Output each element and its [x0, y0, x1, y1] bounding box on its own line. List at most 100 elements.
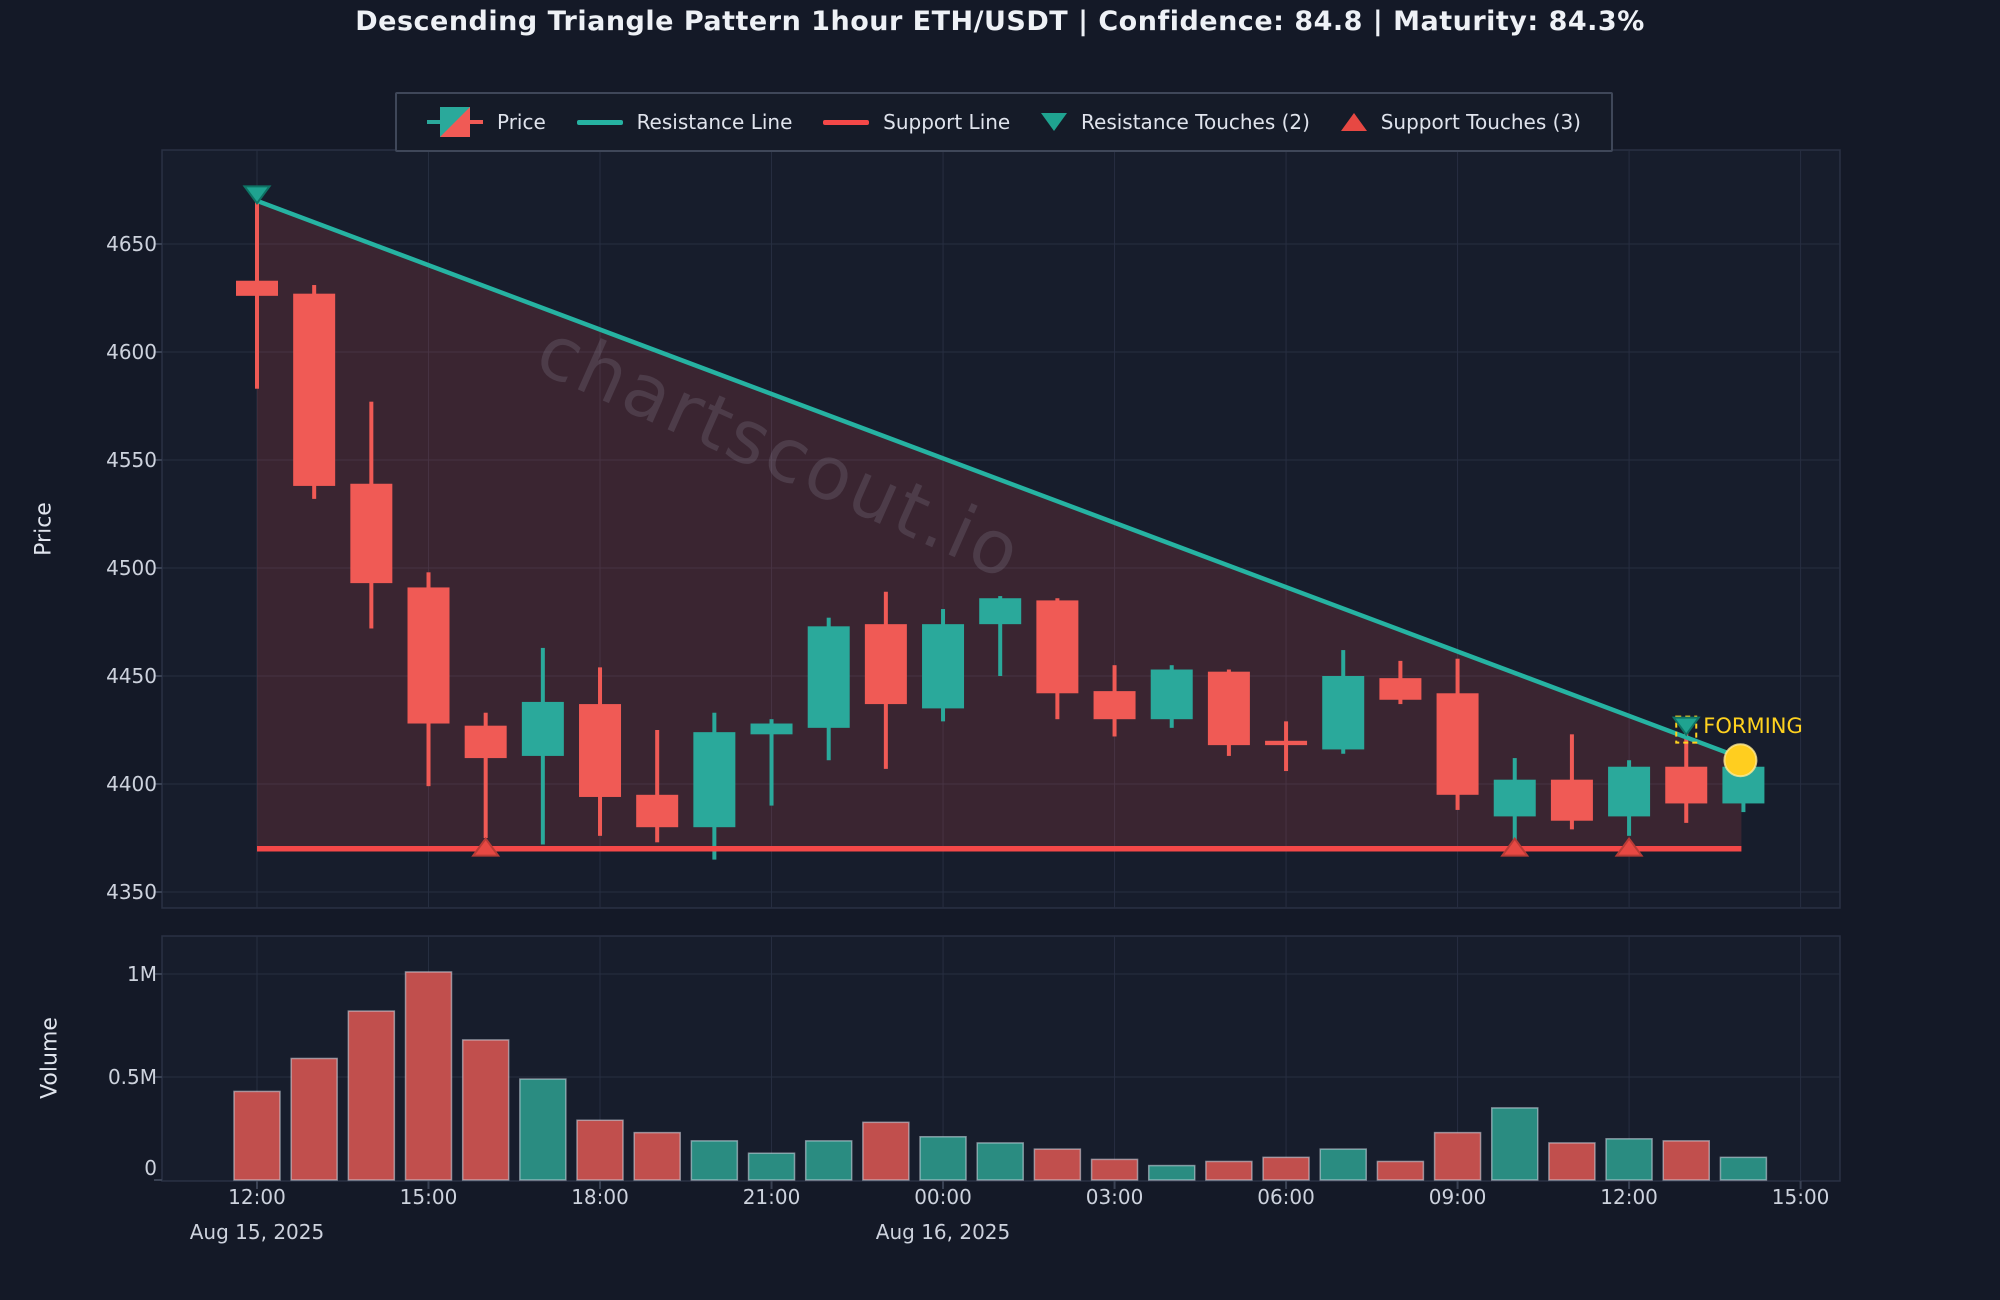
candle-body — [1207, 671, 1250, 746]
pattern-fill-zone — [257, 200, 1742, 849]
volume-bar — [519, 1078, 567, 1181]
x-tick-label: 12:00 — [1600, 1185, 1658, 1209]
volume-bar — [1205, 1160, 1253, 1181]
candle-body — [864, 624, 907, 705]
candle-body — [636, 794, 679, 828]
volume-tick-label: 0.5M — [107, 1065, 157, 1089]
x-tick-label: 18:00 — [571, 1185, 629, 1209]
candle-body — [293, 293, 336, 486]
x-tick-label: 12:00 — [228, 1185, 286, 1209]
candle-body — [979, 598, 1022, 625]
x-tick-label: 06:00 — [1257, 1185, 1315, 1209]
candlestick-icon — [427, 107, 483, 137]
candle-wick — [998, 596, 1003, 676]
resistance-touch-marker — [242, 185, 272, 206]
legend-label: Price — [497, 110, 546, 134]
candle-body — [1665, 766, 1708, 804]
resistance-line — [256, 198, 1743, 761]
candle-body — [1436, 693, 1479, 795]
volume-bar — [1719, 1156, 1768, 1181]
volume-bar — [1662, 1140, 1710, 1181]
candle-body — [1608, 766, 1651, 817]
candle-body — [579, 704, 622, 797]
volume-bar — [1605, 1138, 1653, 1181]
x-tick-label: 09:00 — [1428, 1185, 1487, 1209]
volume-bar — [1548, 1142, 1596, 1181]
candle-body — [807, 626, 850, 728]
candle-body — [236, 280, 278, 296]
volume-bar — [461, 1039, 510, 1181]
x-date-label: Aug 16, 2025 — [875, 1220, 1011, 1244]
price-tick-label: 4350 — [106, 880, 157, 904]
price-tick-label: 4550 — [106, 448, 157, 472]
volume-bar — [404, 971, 453, 1181]
resistance-touch-marker — [1671, 716, 1701, 737]
legend-item-support-line: Support Line — [823, 110, 1010, 134]
candle-body — [693, 732, 736, 828]
volume-bar — [804, 1140, 853, 1181]
candle-body — [521, 701, 564, 756]
candle-body — [1150, 669, 1193, 720]
legend-label: Support Line — [883, 110, 1011, 134]
x-tick-label: 00:00 — [914, 1185, 972, 1209]
legend-item-resistance-touches: Resistance Touches (2) — [1041, 110, 1310, 134]
red-line-icon — [823, 119, 870, 125]
legend: Price Resistance Line Support Line Resis… — [395, 92, 1613, 152]
legend-label: Resistance Line — [636, 110, 793, 134]
volume-tick-label: 1M — [127, 962, 157, 986]
volume-bar — [1262, 1156, 1310, 1181]
candle-wick — [655, 730, 660, 843]
price-tick-label: 4450 — [106, 664, 157, 688]
teal-line-icon — [576, 119, 623, 125]
candle-wick — [1284, 721, 1289, 772]
support-touch-marker — [471, 836, 501, 857]
volume-bar — [1433, 1131, 1482, 1181]
price-tick-label: 4400 — [106, 772, 157, 796]
support-touch-marker — [1614, 836, 1644, 857]
candle-body — [1265, 740, 1308, 746]
candle-body — [464, 725, 507, 759]
legend-label: Resistance Touches (2) — [1081, 110, 1310, 134]
volume-bar — [233, 1090, 281, 1181]
forming-badge: FORMING — [1703, 713, 1803, 738]
price-tick-label: 4600 — [106, 340, 157, 364]
candle-body — [1036, 600, 1079, 694]
volume-bar — [1319, 1148, 1367, 1181]
volume-bar — [862, 1121, 910, 1181]
legend-item-support-touches: Support Touches (3) — [1340, 110, 1581, 134]
x-tick-label: 15:00 — [399, 1185, 458, 1209]
x-tick-label: 03:00 — [1085, 1185, 1144, 1209]
volume-bar — [347, 1010, 396, 1181]
triangle-up-icon — [1340, 113, 1367, 131]
x-tick-label: 21:00 — [742, 1185, 801, 1209]
candle-body — [922, 624, 965, 709]
volume-bar — [1376, 1160, 1425, 1181]
legend-item-price: Price — [427, 107, 546, 137]
candle-wick — [483, 712, 488, 838]
triangle-down-icon — [1041, 113, 1068, 131]
candle-body — [407, 587, 450, 724]
volume-bar — [1033, 1148, 1082, 1181]
candle-body — [1550, 779, 1593, 821]
support-touch-marker — [1500, 836, 1530, 857]
candle-body — [350, 483, 393, 584]
legend-label: Support Touches (3) — [1380, 110, 1581, 134]
price-tick-label: 4500 — [106, 556, 157, 580]
x-date-label: Aug 15, 2025 — [189, 1220, 325, 1244]
volume-bar — [690, 1140, 739, 1181]
volume-bar — [1147, 1164, 1196, 1181]
candle-body — [1493, 779, 1536, 817]
legend-item-resistance-line: Resistance Line — [576, 110, 793, 134]
candle-body — [1322, 676, 1365, 750]
volume-bar — [976, 1142, 1024, 1181]
page-title: Descending Triangle Pattern 1hour ETH/US… — [355, 6, 1645, 37]
candle-wick — [769, 719, 774, 806]
volume-bar — [747, 1152, 796, 1181]
x-tick-label: 15:00 — [1771, 1185, 1830, 1209]
price-tick-label: 4650 — [106, 232, 157, 256]
volume-bar — [1490, 1107, 1539, 1181]
volume-bar — [576, 1119, 624, 1181]
candle-body — [1093, 691, 1136, 720]
